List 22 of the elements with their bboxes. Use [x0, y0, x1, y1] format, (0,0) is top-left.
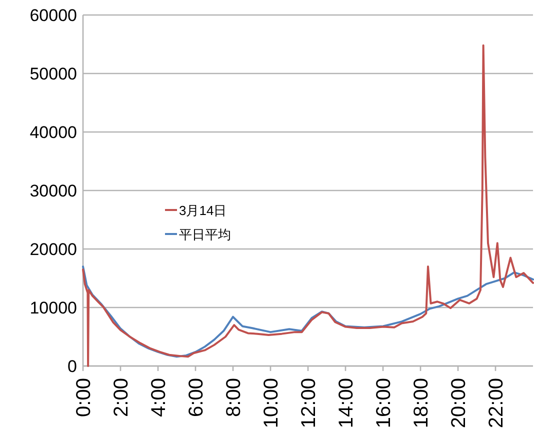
- x-tick-label: 14:00: [336, 378, 358, 428]
- x-tick-label: 20:00: [448, 378, 470, 428]
- y-tick-label: 10000: [30, 298, 77, 318]
- legend-label: 平日平均: [179, 227, 231, 242]
- y-tick-label: 0: [68, 357, 77, 376]
- x-tick-label: 18:00: [410, 378, 432, 428]
- y-tick-label: 20000: [30, 240, 77, 259]
- y-tick-label: 60000: [30, 6, 77, 25]
- x-tick-label: 6:00: [186, 378, 208, 417]
- x-tick-label: 4:00: [148, 378, 170, 417]
- y-tick-label: 50000: [30, 64, 77, 84]
- x-tick-label: 8:00: [223, 378, 245, 417]
- y-tick-label: 40000: [30, 123, 77, 142]
- x-tick-label: 12:00: [298, 378, 320, 428]
- y-tick-label: 30000: [30, 182, 77, 200]
- legend-label: 3月14日: [179, 203, 227, 218]
- x-tick-label: 10:00: [260, 378, 282, 428]
- line-series: [82, 266, 534, 358]
- x-tick-label: 0:00: [73, 378, 95, 417]
- x-tick-label: 22:00: [486, 378, 508, 428]
- x-tick-label: 16:00: [373, 378, 395, 428]
- x-tick-label: 2:00: [110, 378, 132, 417]
